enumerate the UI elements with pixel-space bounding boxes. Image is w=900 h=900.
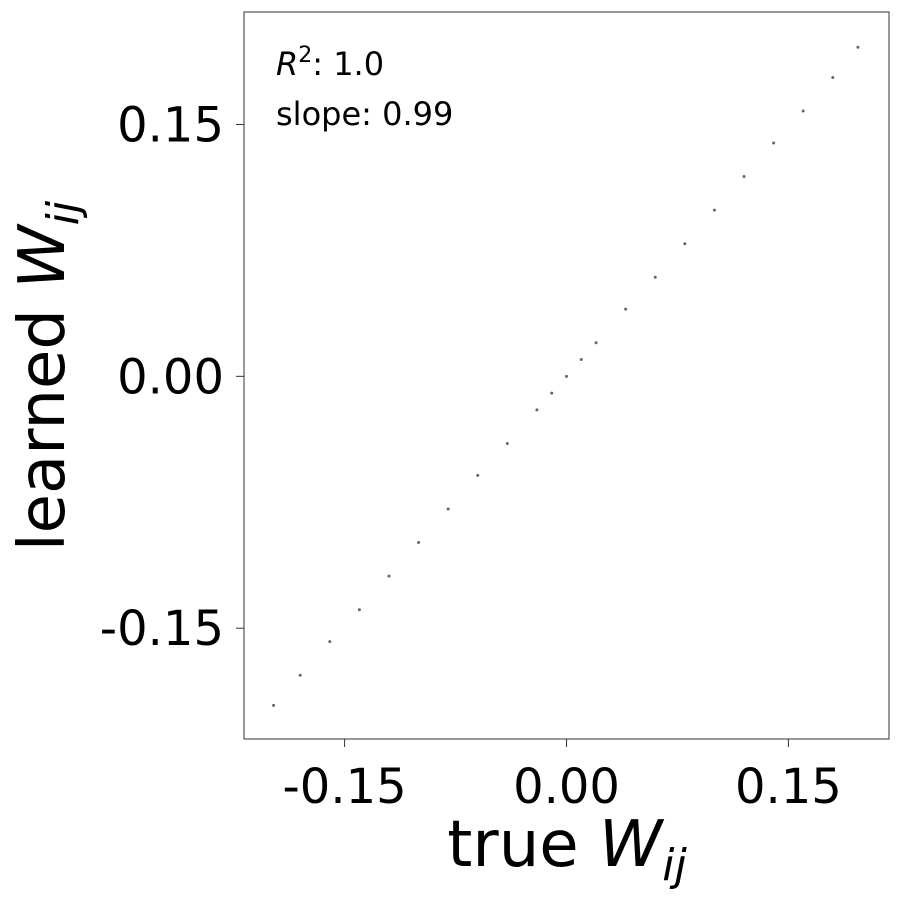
scatter-point: [505, 441, 509, 445]
scatter-point: [801, 109, 805, 113]
r2-annotation: R2: 1.0: [276, 43, 384, 83]
scatter-point: [446, 507, 450, 511]
x-label-text: true: [447, 808, 578, 882]
x-axis-label: true Wij: [447, 808, 687, 891]
scatter-point: [831, 75, 835, 79]
plot-area: [272, 45, 860, 707]
scatter-point: [594, 341, 598, 345]
scatter-point: [579, 358, 583, 362]
y-label-subscript: ij: [38, 200, 89, 225]
scatter-point: [550, 391, 554, 395]
x-tick-label: -0.15: [282, 759, 406, 815]
scatter-point: [653, 275, 657, 279]
x-label-subscript: ij: [662, 840, 687, 891]
slope-annotation: slope: 0.99: [276, 95, 453, 133]
y-label-text: learned: [6, 309, 80, 551]
scatter-point: [298, 673, 302, 677]
r2-value: : 1.0: [312, 45, 384, 83]
scatter-point: [476, 473, 480, 477]
scatter-point: [387, 574, 391, 578]
y-label-symbol: W: [6, 223, 80, 289]
y-axis-label: learned Wij: [6, 200, 89, 551]
scatter-point: [565, 374, 568, 378]
scatter-point: [742, 175, 746, 179]
x-label-symbol: W: [599, 808, 665, 882]
scatter-point: [535, 408, 539, 412]
r2-superscript: 2: [298, 43, 312, 68]
scatter-point: [624, 307, 628, 311]
r2-symbol: R: [276, 45, 298, 83]
scatter-point: [856, 45, 860, 49]
scatter-point: [357, 608, 361, 612]
y-tick-label: 0.00: [117, 349, 224, 405]
y-tick-label: -0.15: [100, 601, 224, 657]
scatter-point: [417, 541, 421, 545]
x-tick-label: 0.00: [513, 759, 620, 815]
scatter-point: [712, 208, 716, 212]
scatter-point: [328, 640, 332, 644]
y-tick-label: 0.15: [117, 97, 224, 153]
scatter-point: [772, 141, 776, 145]
scatter-point: [683, 242, 687, 246]
scatter-point: [272, 703, 276, 707]
x-tick-label: 0.15: [735, 759, 842, 815]
